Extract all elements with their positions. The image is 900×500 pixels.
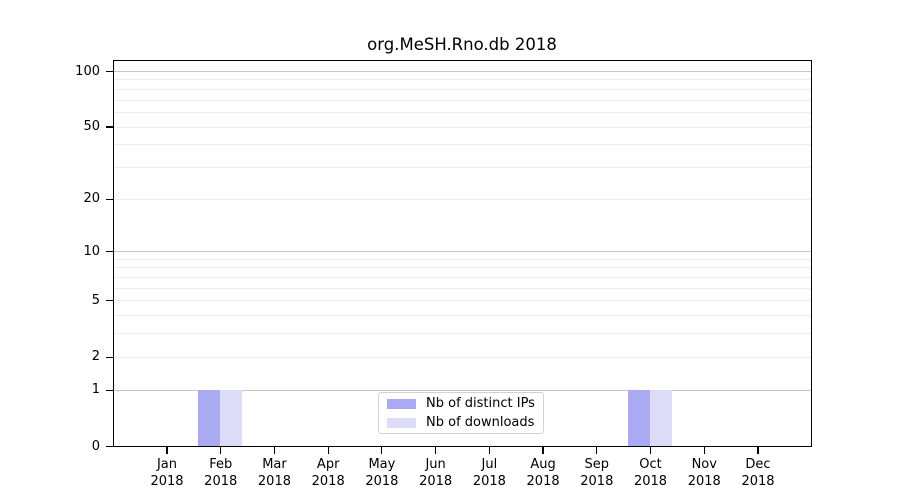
legend-item-distinct-ips: Nb of distinct IPs [387,396,535,411]
x-tick-mark [435,446,437,454]
gridline-major [114,71,811,72]
gridline-minor [114,315,811,317]
x-tick-label: Aug 2018 [526,456,560,490]
plot-area [113,60,812,447]
y-tick-mark [106,389,113,391]
gridline-minor [114,287,811,289]
y-tick-mark [106,251,113,253]
x-tick-label: Jan 2018 [150,456,184,490]
x-tick-label: Oct 2018 [633,456,668,490]
legend-swatch-distinct-ips-icon [387,398,416,409]
bar-downloads [220,389,243,446]
x-tick-mark [542,446,544,454]
legend-label-downloads: Nb of downloads [426,415,535,430]
y-tick-label: 100 [75,63,100,79]
gridline-minor [114,198,811,200]
gridline-minor [114,300,811,302]
x-tick-mark [703,446,705,454]
y-tick-label: 10 [83,243,100,259]
gridline-minor [114,267,811,269]
x-tick-label: Feb 2018 [204,456,238,490]
x-tick-label: Mar 2018 [257,456,291,490]
gridline-minor [114,166,811,168]
x-tick-label: Jul 2018 [472,456,506,490]
gridline-minor [114,111,811,113]
x-tick-mark [757,446,759,454]
x-tick-label: May 2018 [365,456,399,490]
x-tick-mark [649,446,652,454]
x-tick-label: Apr 2018 [311,456,345,490]
y-tick-label: 1 [91,382,100,398]
x-tick-label: Dec 2018 [741,456,775,490]
gridline-minor [114,99,811,101]
y-tick-mark [106,70,113,73]
y-tick-mark [106,198,113,200]
legend-item-downloads: Nb of downloads [387,415,535,430]
x-tick-mark [596,446,598,454]
y-tick-label: 50 [83,119,100,135]
y-tick-label: 0 [91,438,100,454]
x-tick-mark [273,446,276,454]
gridline-minor [114,356,811,358]
x-tick-label: Jun 2018 [419,456,453,490]
y-tick-label: 20 [83,191,100,207]
y-tick-mark [106,356,113,358]
gridline-minor [114,79,811,81]
x-tick-mark [327,446,329,454]
gridline-minor [114,126,811,128]
y-tick-mark [106,300,113,302]
gridline-minor [114,277,811,279]
x-tick-mark [381,446,383,454]
bar-distinct-ips [198,389,221,446]
y-axis: 100 50 20 10 5 2 1 0 [0,62,113,454]
x-tick-mark [166,446,168,454]
x-tick-label: Nov 2018 [687,456,721,490]
y-tick-mark [106,445,113,448]
x-tick-label: Sep 2018 [580,456,614,490]
x-axis: Jan 2018 Feb 2018 Mar 2018 Apr 2018 May 2018 Jun 20… [115,446,812,499]
x-tick-mark [220,446,222,454]
bar-downloads [650,389,673,446]
bar-distinct-ips [628,389,651,446]
y-tick-label: 5 [91,292,100,308]
gridline-major [114,251,811,253]
x-tick-mark [488,446,490,454]
gridline-minor [114,144,811,146]
legend-swatch-downloads-icon [387,417,416,428]
chart-title: org.MeSH.Rno.db 2018 [367,35,557,54]
legend-label-distinct-ips: Nb of distinct IPs [426,396,535,411]
gridline-major [114,389,811,391]
legend: Nb of distinct IPs Nb of downloads [378,392,544,434]
gridline-minor [114,258,811,260]
y-tick-mark [106,126,113,128]
gridline-minor [114,333,811,335]
y-tick-label: 2 [91,349,100,365]
gridline-minor [114,88,811,90]
